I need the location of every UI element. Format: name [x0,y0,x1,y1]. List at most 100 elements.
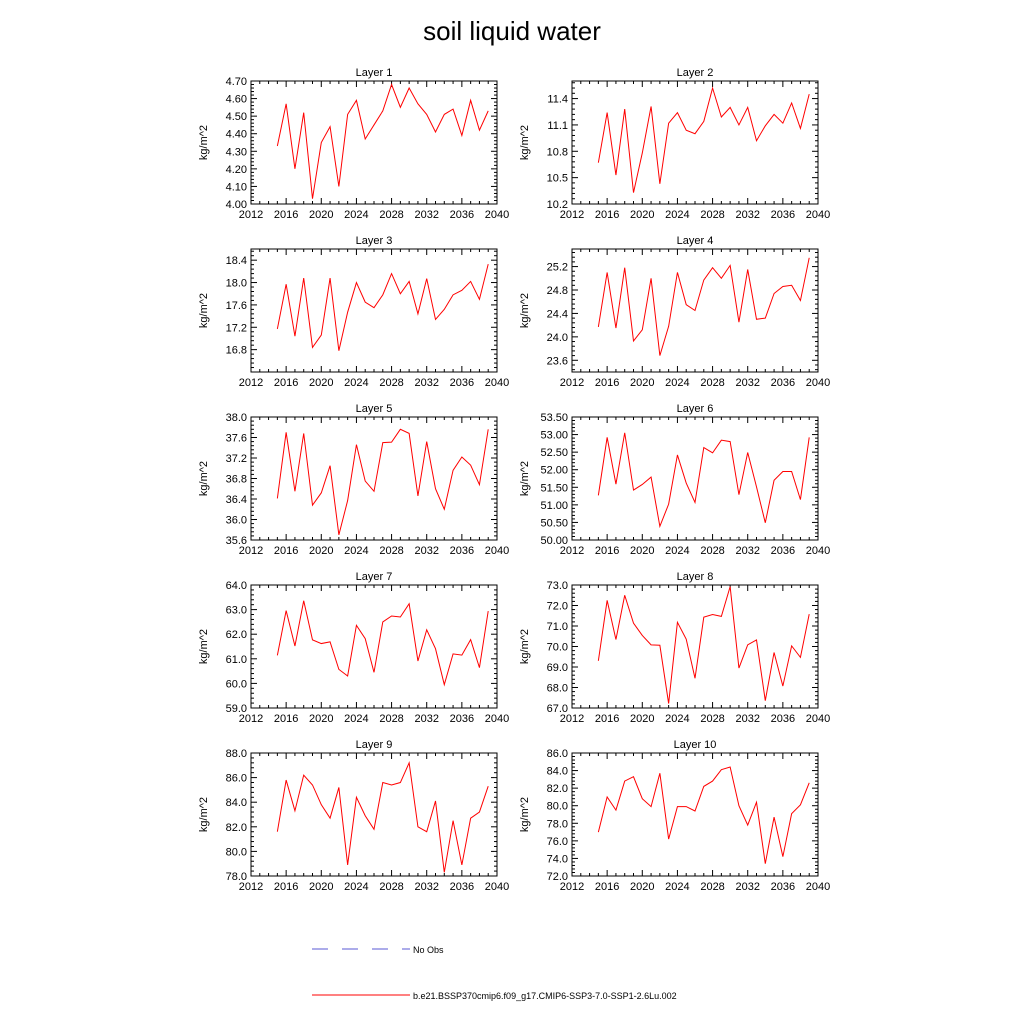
plot-frame [250,248,498,373]
y-tick-label: 52.50 [540,447,568,459]
x-tick-label: 2040 [806,545,830,557]
y-tick-label: 11.1 [547,120,568,132]
x-tick-label: 2032 [414,713,438,725]
x-tick-label: 2036 [771,377,795,389]
y-axis-label: kg/m^2 [519,629,531,664]
y-tick-label: 70.0 [547,642,568,654]
x-tick-label: 2028 [700,377,724,389]
x-tick-label: 2016 [274,377,298,389]
x-tick-label: 2032 [414,545,438,557]
y-tick-label: 84.0 [547,766,568,778]
y-tick-label: 24.4 [547,308,568,320]
y-tick-label: 61.0 [226,654,247,666]
panel-title: Layer 2 [677,67,714,79]
y-tick-label: 60.0 [226,678,247,690]
y-tick-label: 67.0 [547,703,568,715]
y-tick-label: 59.0 [226,703,247,715]
panel-title: Layer 4 [677,235,714,247]
panel-title: Layer 5 [356,403,393,415]
y-tick-label: 4.10 [226,181,247,193]
legend-entry-2: b.e21.BSSP370cmip6.f09_g17.CMIP6-SSP3-7.… [312,991,677,1001]
x-tick-label: 2028 [700,545,724,557]
x-tick-label: 2024 [665,881,689,893]
x-tick-label: 2040 [485,209,509,221]
x-tick-label: 2024 [665,713,689,725]
panel-title: Layer 7 [356,571,393,583]
x-tick-label: 2024 [665,209,689,221]
x-tick-label: 2024 [665,545,689,557]
x-tick-label: 2036 [450,881,474,893]
x-tick-label: 2028 [700,209,724,221]
y-tick-label: 37.6 [226,433,247,445]
y-tick-label: 51.00 [540,500,568,512]
x-tick-label: 2012 [239,377,263,389]
x-tick-label: 2032 [414,209,438,221]
x-tick-label: 2020 [630,545,654,557]
x-tick-label: 2016 [274,713,298,725]
panel-title: Layer 9 [356,739,393,751]
x-tick-label: 2012 [560,713,584,725]
plot-frame [571,80,819,205]
panel-layer-8: Layer 8 kg/m^2 2012 2016 2020 2024 2028 2032 203… [519,571,830,725]
y-tick-label: 18.0 [226,278,247,290]
panel-layer-6: Layer 6 kg/m^2 2012 2016 2020 2024 2028 2032 203… [519,403,830,557]
x-tick-label: 2032 [735,209,759,221]
x-tick-label: 2012 [560,545,584,557]
x-tick-label: 2012 [239,713,263,725]
x-tick-label: 2028 [700,713,724,725]
y-tick-label: 4.50 [226,111,247,123]
x-tick-label: 2032 [735,545,759,557]
y-tick-label: 52.00 [540,465,568,477]
y-tick-label: 25.2 [547,262,568,274]
plot-frame [571,752,819,877]
x-tick-label: 2028 [700,881,724,893]
series-line [597,766,810,864]
y-tick-label: 18.4 [226,255,247,267]
x-tick-label: 2040 [806,377,830,389]
y-tick-label: 82.0 [547,783,568,795]
x-tick-label: 2016 [595,713,619,725]
panel-title: Layer 6 [677,403,714,415]
x-tick-label: 2020 [309,881,333,893]
y-tick-label: 53.00 [540,430,568,442]
y-tick-label: 36.8 [226,474,247,486]
y-tick-label: 51.50 [540,482,568,494]
y-tick-label: 50.00 [540,535,568,547]
y-tick-label: 4.40 [226,129,247,141]
x-tick-label: 2020 [630,713,654,725]
y-tick-label: 72.0 [547,871,568,883]
x-tick-label: 2032 [414,377,438,389]
y-axis-label: kg/m^2 [519,797,531,832]
x-tick-label: 2032 [735,713,759,725]
panel-layer-7: Layer 7 kg/m^2 2012 2016 2020 2024 2028 2032 203… [198,571,509,725]
x-tick-label: 2020 [309,377,333,389]
x-tick-label: 2012 [239,209,263,221]
x-tick-label: 2012 [560,209,584,221]
y-tick-label: 4.60 [226,94,247,106]
series-line [276,83,489,199]
y-tick-label: 4.00 [226,199,247,211]
y-tick-label: 36.0 [226,515,247,527]
x-tick-label: 2040 [485,377,509,389]
x-tick-label: 2012 [560,377,584,389]
x-tick-label: 2012 [239,545,263,557]
series-line [597,257,810,356]
panel-layer-4: Layer 4 kg/m^2 2012 2016 2020 2024 2028 2032 203… [519,235,830,389]
y-tick-label: 23.6 [547,355,568,367]
y-tick-label: 16.8 [226,345,247,357]
series-line [597,432,810,529]
panels: Layer 1 kg/m^2 2012 2016 2020 2024 2028 2032 203… [198,67,830,893]
y-tick-label: 80.0 [226,846,247,858]
series-line [597,86,810,193]
x-tick-label: 2040 [806,209,830,221]
x-tick-label: 2028 [379,209,403,221]
y-tick-label: 84.0 [226,797,247,809]
y-tick-label: 78.0 [226,871,247,883]
y-axis-label: kg/m^2 [519,125,531,160]
x-tick-label: 2020 [309,209,333,221]
panel-title: Layer 3 [356,235,393,247]
y-tick-label: 38.0 [226,412,247,424]
x-tick-label: 2020 [630,377,654,389]
x-tick-label: 2040 [485,881,509,893]
x-tick-label: 2032 [735,881,759,893]
